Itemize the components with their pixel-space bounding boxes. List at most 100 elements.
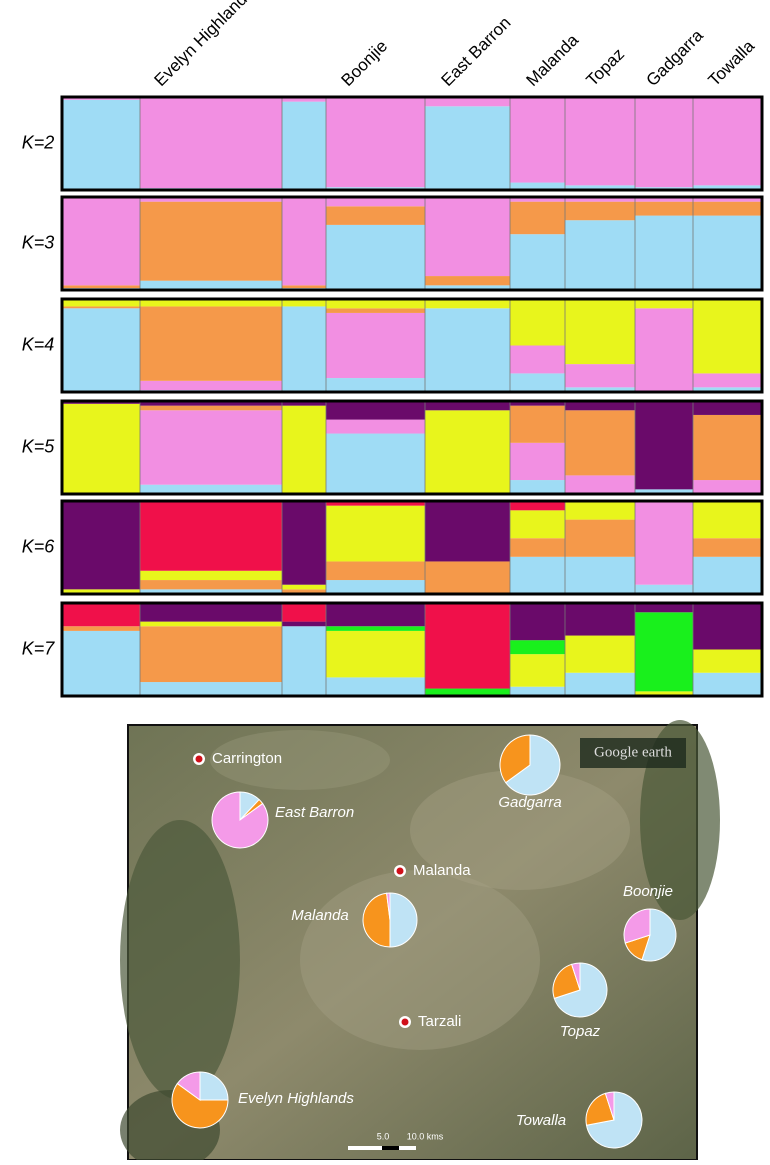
ancestry-segment bbox=[565, 97, 635, 185]
ancestry-segment bbox=[326, 506, 425, 562]
ancestry-segment bbox=[565, 475, 635, 494]
ancestry-segment bbox=[510, 373, 565, 392]
ancestry-segment bbox=[425, 561, 510, 594]
logo: Google earth bbox=[594, 744, 672, 760]
ancestry-segment bbox=[62, 306, 140, 308]
ancestry-segment bbox=[326, 378, 425, 392]
ancestry-segment bbox=[326, 434, 425, 494]
town-marker-dot bbox=[397, 868, 404, 875]
pie-label: Evelyn Highlands bbox=[238, 1090, 354, 1107]
ancestry-segment bbox=[565, 220, 635, 290]
ancestry-segment bbox=[140, 501, 282, 571]
ancestry-segment bbox=[565, 557, 635, 594]
ancestry-segment bbox=[425, 197, 510, 276]
ancestry-segment bbox=[140, 571, 282, 580]
scale-label: 10.0 kms bbox=[407, 1131, 444, 1141]
scale-bar-white bbox=[348, 1146, 382, 1150]
ancestry-segment bbox=[693, 650, 762, 673]
k-label: K=5 bbox=[22, 436, 56, 456]
figure: Evelyn HighlandsBoonjieEast BarronMaland… bbox=[0, 0, 770, 1160]
ancestry-segment bbox=[425, 501, 510, 561]
ancestry-segment bbox=[565, 520, 635, 557]
k-label: K=2 bbox=[22, 132, 55, 152]
ancestry-segment bbox=[635, 216, 693, 290]
ancestry-segment bbox=[693, 401, 762, 415]
ancestry-segment bbox=[635, 97, 693, 187]
ancestry-segment bbox=[282, 197, 326, 285]
pie-label: Topaz bbox=[560, 1023, 601, 1040]
ancestry-segment bbox=[62, 404, 140, 494]
ancestry-segment bbox=[510, 299, 565, 346]
ancestry-segment bbox=[282, 102, 326, 190]
population-label: Malanda bbox=[523, 30, 583, 90]
k-label: K=7 bbox=[22, 638, 56, 658]
k-label: K=3 bbox=[22, 232, 55, 252]
pie-label: East Barron bbox=[275, 804, 354, 821]
ancestry-segment bbox=[565, 410, 635, 475]
ancestry-segment bbox=[510, 640, 565, 654]
ancestry-segment bbox=[565, 603, 635, 636]
ancestry-segment bbox=[635, 501, 693, 585]
ancestry-segment bbox=[425, 308, 510, 392]
ancestry-segment bbox=[326, 631, 425, 678]
ancestry-segment bbox=[510, 654, 565, 687]
ancestry-segment bbox=[62, 308, 140, 392]
ancestry-segment bbox=[693, 373, 762, 387]
k-label: K=4 bbox=[22, 334, 55, 354]
ancestry-segment bbox=[565, 501, 635, 520]
population-label: Gadgarra bbox=[643, 25, 708, 90]
ancestry-segment bbox=[693, 673, 762, 696]
ancestry-segment bbox=[693, 299, 762, 373]
ancestry-segment bbox=[510, 443, 565, 480]
population-label: Boonjie bbox=[338, 36, 392, 90]
population-label: Evelyn Highlands bbox=[151, 0, 257, 90]
ancestry-segment bbox=[565, 636, 635, 673]
ancestry-segment bbox=[693, 538, 762, 557]
ancestry-segment bbox=[62, 626, 140, 631]
ancestry-segment bbox=[510, 234, 565, 290]
ancestry-segment bbox=[326, 677, 425, 696]
scale-bar-white bbox=[399, 1146, 416, 1150]
ancestry-segment bbox=[326, 626, 425, 631]
ancestry-segment bbox=[425, 410, 510, 494]
ancestry-segment bbox=[693, 603, 762, 650]
ancestry-segment bbox=[635, 612, 693, 691]
ancestry-segment bbox=[693, 480, 762, 494]
ancestry-segment bbox=[635, 308, 693, 392]
town-label: Tarzali bbox=[418, 1013, 461, 1030]
ancestry-segment bbox=[510, 346, 565, 374]
ancestry-segment bbox=[326, 401, 425, 420]
ancestry-segment bbox=[693, 97, 762, 185]
population-label: Towalla bbox=[705, 36, 759, 90]
pie-label: Gadgarra bbox=[498, 794, 561, 811]
ancestry-segment bbox=[140, 410, 282, 484]
ancestry-segment bbox=[282, 306, 326, 392]
town-marker-dot bbox=[402, 1019, 409, 1026]
ancestry-segment bbox=[565, 673, 635, 696]
ancestry-segment bbox=[635, 202, 693, 216]
k-label: K=6 bbox=[22, 536, 56, 556]
ancestry-segment bbox=[326, 225, 425, 290]
ancestry-segment bbox=[62, 100, 140, 190]
ancestry-segment bbox=[425, 603, 510, 689]
population-label: East Barron bbox=[438, 13, 515, 90]
ancestry-segment bbox=[326, 561, 425, 580]
ancestry-segment bbox=[326, 580, 425, 594]
ancestry-segment bbox=[510, 538, 565, 557]
ancestry-segment bbox=[140, 682, 282, 696]
ancestry-segment bbox=[140, 97, 282, 188]
ancestry-segment bbox=[510, 97, 565, 183]
ancestry-segment bbox=[62, 631, 140, 696]
ancestry-segment bbox=[693, 501, 762, 538]
ancestry-segment bbox=[326, 308, 425, 313]
town-label: Malanda bbox=[413, 862, 471, 879]
ancestry-segment bbox=[425, 276, 510, 285]
town-marker-dot bbox=[196, 756, 203, 763]
ancestry-segment bbox=[140, 622, 282, 627]
ancestry-segment bbox=[326, 206, 425, 225]
ancestry-segment bbox=[693, 216, 762, 290]
pie-label: Towalla bbox=[516, 1112, 566, 1129]
ancestry-segment bbox=[693, 557, 762, 594]
ancestry-segment bbox=[282, 285, 326, 288]
ancestry-segment bbox=[62, 197, 140, 285]
